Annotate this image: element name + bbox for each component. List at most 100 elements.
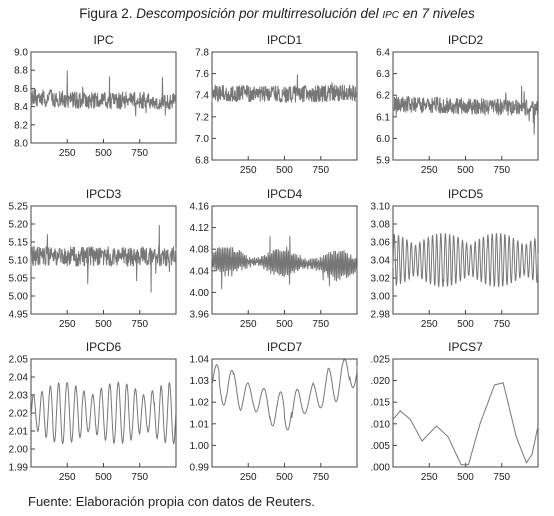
y-tick-label: 1.99 (9, 463, 29, 474)
y-tick-label: 4.08 (190, 245, 210, 256)
panel-title: IPCD3 (86, 187, 122, 201)
x-tick-label: 250 (421, 472, 438, 483)
y-tick-label: 2.03 (9, 391, 29, 402)
y-tick-label: 5.9 (376, 156, 390, 167)
x-tick-label: 500 (276, 472, 293, 483)
y-tick-label: 8.2 (14, 120, 28, 131)
y-tick-label: .015 (371, 398, 391, 409)
y-tick-label: 5.25 (9, 202, 29, 213)
x-tick-label: 750 (312, 165, 329, 176)
y-tick-label: .025 (371, 355, 391, 366)
y-tick-label: 4.12 (190, 223, 210, 234)
panel-ipcd6: IPCD6 1.99 2.00 2.01 2.02 2.03 2.04 2.05 250 500 7… (9, 340, 177, 483)
y-tick-label: 9.0 (14, 48, 28, 59)
x-tick-label: 750 (131, 472, 148, 483)
panel-title: IPCD7 (267, 340, 303, 354)
x-tick-label: 750 (312, 319, 329, 330)
x-tick-label: 750 (493, 472, 510, 483)
panel-ipcd4: IPCD4 3.96 4.00 4.04 4.08 4.12 4.16 250 500 750 (190, 187, 358, 330)
y-tick-label: 6.2 (376, 91, 390, 102)
y-tick-label: 6.1 (376, 112, 390, 123)
figure-title-ipc: IPC (382, 10, 399, 21)
y-tick-label: 6.4 (376, 48, 390, 59)
x-tick-label: 250 (59, 148, 76, 159)
y-tick-label: 2.98 (371, 310, 391, 321)
y-tick-label: 7.4 (195, 91, 209, 102)
panel-ipcd1: IPCD1 6.8 7.0 7.2 7.4 7.6 7.8 250 500 750 (195, 33, 358, 176)
x-tick-label: 750 (493, 165, 510, 176)
x-tick-label: 500 (457, 472, 474, 483)
series-line (392, 232, 539, 288)
y-tick-label: 2.00 (9, 445, 29, 456)
y-tick-label: 2.01 (9, 427, 29, 438)
figure-number: Figura 2. (79, 6, 137, 21)
figure-title-italic: Descomposición por multirresolución del (136, 6, 383, 21)
y-tick-label: 0.99 (190, 463, 210, 474)
series-line (211, 359, 358, 431)
x-tick-label: 500 (457, 165, 474, 176)
x-tick-label: 250 (59, 472, 76, 483)
y-tick-label: 6.0 (376, 134, 390, 145)
y-tick-label: 4.95 (9, 310, 29, 321)
y-tick-label: 4.00 (190, 288, 210, 299)
y-tick-label: 6.8 (195, 156, 209, 167)
series-line (30, 225, 177, 293)
panel-ipcd5: IPCD5 2.98 3.00 3.02 3.04 3.06 3.08 3.10 250 500 7… (371, 187, 539, 330)
y-tick-label: 3.04 (371, 256, 391, 267)
x-tick-label: 500 (95, 472, 112, 483)
y-tick-label: 8.0 (14, 139, 28, 150)
x-tick-label: 500 (95, 319, 112, 330)
x-tick-label: 250 (421, 165, 438, 176)
y-tick-label: 1.00 (190, 441, 210, 452)
x-tick-label: 250 (59, 319, 76, 330)
figure-title: Figura 2. Descomposición por multirresol… (0, 6, 554, 21)
y-tick-label: .005 (371, 441, 391, 452)
panel-ipcd7: IPCD7 0.99 1.00 1.01 1.02 1.03 1.04 250 500 750 (190, 340, 358, 483)
x-tick-label: 250 (421, 319, 438, 330)
y-tick-label: 3.08 (371, 220, 391, 231)
panel-ipc: IPC 8.0 8.2 8.4 8.6 8.8 9.0 250 500 750 (14, 33, 177, 159)
y-tick-label: 6.3 (376, 69, 390, 80)
y-tick-label: 3.06 (371, 238, 391, 249)
y-tick-label: 2.04 (9, 373, 29, 384)
y-tick-label: 8.6 (14, 84, 28, 95)
x-tick-label: 500 (457, 319, 474, 330)
series-line (392, 382, 539, 466)
panel-ipcs7: IPCS7 .000 .005 .010 .015 .020 .025 250 500 750 (371, 340, 539, 483)
panel-title: IPC (93, 33, 113, 47)
y-tick-label: 5.20 (9, 220, 29, 231)
y-tick-label: 5.00 (9, 292, 29, 303)
y-tick-label: 7.0 (195, 134, 209, 145)
x-tick-label: 500 (276, 165, 293, 176)
panel-title: IPCD5 (448, 187, 484, 201)
figure-title-levels: en 7 niveles (399, 6, 475, 21)
x-tick-label: 750 (493, 319, 510, 330)
panel-title: IPCD2 (448, 33, 484, 47)
panel-ipcd2: IPCD2 5.9 6.0 6.1 6.2 6.3 6.4 250 500 750 (376, 33, 539, 176)
y-tick-label: 5.10 (9, 256, 29, 267)
x-tick-label: 500 (95, 148, 112, 159)
x-tick-label: 750 (131, 319, 148, 330)
y-tick-label: 2.05 (9, 355, 29, 366)
y-tick-label: 8.8 (14, 66, 28, 77)
y-tick-label: 3.02 (371, 274, 391, 285)
y-tick-label: 1.03 (190, 376, 210, 387)
panel-title: IPCD1 (267, 33, 303, 47)
y-tick-label: 2.02 (9, 409, 29, 420)
y-tick-label: 3.10 (371, 202, 391, 213)
y-tick-label: .000 (371, 463, 391, 474)
y-tick-label: 7.2 (195, 112, 209, 123)
series-line (30, 381, 177, 445)
x-tick-label: 500 (276, 319, 293, 330)
source-note: Fuente: Elaboración propia con datos de … (28, 494, 315, 509)
series-line (30, 70, 177, 117)
y-tick-label: .020 (371, 376, 391, 387)
series-line (211, 74, 358, 104)
y-tick-label: 1.02 (190, 398, 210, 409)
panel-ipcd3: IPCD3 4.95 5.00 5.05 5.10 5.15 5.20 5.25 250 500 7… (9, 187, 177, 330)
y-tick-label: 5.05 (9, 274, 29, 285)
panel-title: IPCD6 (86, 340, 122, 354)
y-tick-label: 4.16 (190, 202, 210, 213)
x-tick-label: 250 (240, 472, 257, 483)
